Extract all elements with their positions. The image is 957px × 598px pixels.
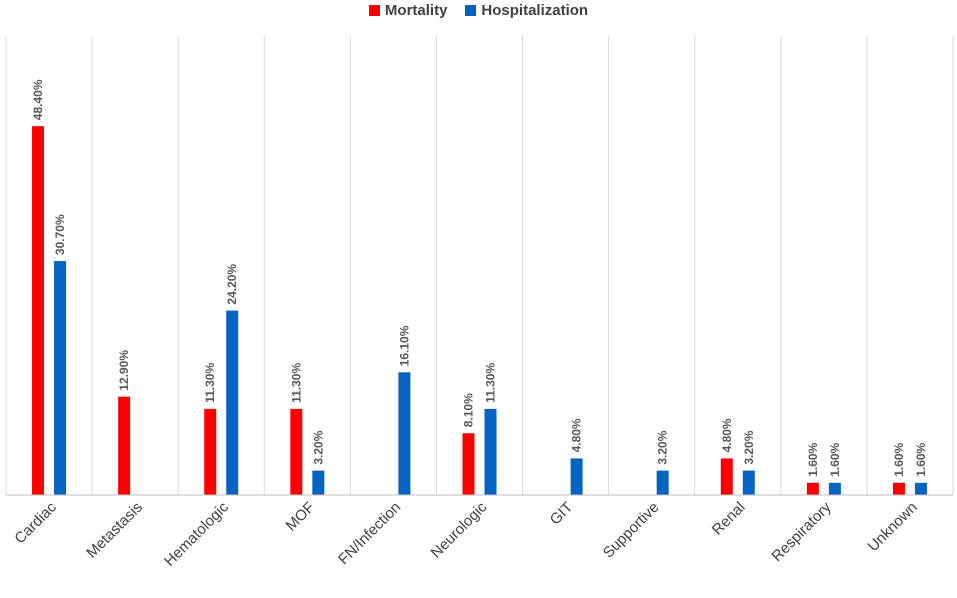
bar-mortality-renal: [720, 458, 733, 495]
bar-hospitalization-supportive: [656, 470, 669, 495]
data-label-mortality-cardiac: 48.40%: [31, 79, 45, 120]
legend-item-mortality: Mortality: [368, 1, 448, 19]
data-label-hospitalization-neurologic: 11.30%: [484, 363, 498, 403]
data-label-mortality-mof: 11.30%: [289, 363, 303, 403]
bar-mortality-respiratory: [806, 482, 819, 495]
bar-mortality-mof: [290, 408, 303, 495]
category-label-fn-infection: FN/Infection: [335, 499, 404, 568]
category-label-cardiac: Cardiac: [11, 498, 60, 547]
legend-swatch-mortality: [368, 4, 380, 16]
category-label-mof: MOF: [283, 499, 319, 535]
bar-hospitalization-hematologic: [226, 310, 239, 495]
data-label-hospitalization-hematologic: 24.20%: [225, 264, 239, 305]
bar-hospitalization-unknown: [914, 482, 927, 495]
legend-label-hospitalization: Hospitalization: [481, 1, 589, 19]
data-label-hospitalization-cardiac: 30.70%: [53, 214, 67, 255]
data-label-hospitalization-renal: 3.20%: [742, 430, 756, 464]
category-label-hematologic: Hematologic: [161, 498, 232, 569]
category-label-supportive: Supportive: [600, 499, 663, 562]
data-label-mortality-metastasis: 12.90%: [117, 350, 131, 391]
data-label-hospitalization-git: 4.80%: [570, 418, 584, 452]
data-label-hospitalization-supportive: 3.20%: [656, 430, 670, 464]
bar-mortality-hematologic: [204, 408, 217, 495]
category-label-renal: Renal: [709, 499, 749, 539]
data-label-mortality-unknown: 1.60%: [892, 442, 906, 476]
bar-mortality-metastasis: [118, 396, 131, 495]
bar-hospitalization-git: [570, 458, 583, 495]
data-label-hospitalization-unknown: 1.60%: [914, 442, 928, 476]
legend-label-mortality: Mortality: [384, 1, 448, 19]
data-label-hospitalization-mof: 3.20%: [311, 430, 325, 464]
bar-mortality-neurologic: [462, 433, 475, 495]
bar-mortality-cardiac: [32, 126, 45, 495]
legend-item-hospitalization: Hospitalization: [465, 2, 588, 19]
data-label-hospitalization-respiratory: 1.60%: [828, 442, 842, 476]
data-label-mortality-hematologic: 11.30%: [203, 363, 217, 403]
bar-hospitalization-renal: [742, 470, 755, 495]
bar-hospitalization-respiratory: [828, 482, 841, 495]
data-label-hospitalization-fn-infection: 16.10%: [397, 325, 411, 366]
category-label-respiratory: Respiratory: [768, 498, 835, 565]
category-label-metastasis: Metastasis: [83, 499, 146, 562]
category-label-neurologic: Neurologic: [428, 498, 491, 561]
bar-hospitalization-cardiac: [54, 261, 67, 495]
data-label-mortality-neurologic: 8.10%: [462, 393, 476, 427]
data-label-mortality-respiratory: 1.60%: [806, 442, 820, 476]
category-label-git: GIT: [547, 499, 577, 529]
chart-legend: Mortality Hospitalization: [0, 0, 957, 20]
bar-hospitalization-neurologic: [484, 408, 497, 495]
data-label-mortality-renal: 4.80%: [720, 418, 734, 452]
bar-mortality-unknown: [892, 482, 905, 495]
bar-hospitalization-mof: [312, 470, 325, 495]
bar-hospitalization-fn-infection: [398, 372, 411, 495]
category-label-unknown: Unknown: [865, 499, 921, 555]
legend-swatch-hospitalization: [465, 4, 477, 16]
